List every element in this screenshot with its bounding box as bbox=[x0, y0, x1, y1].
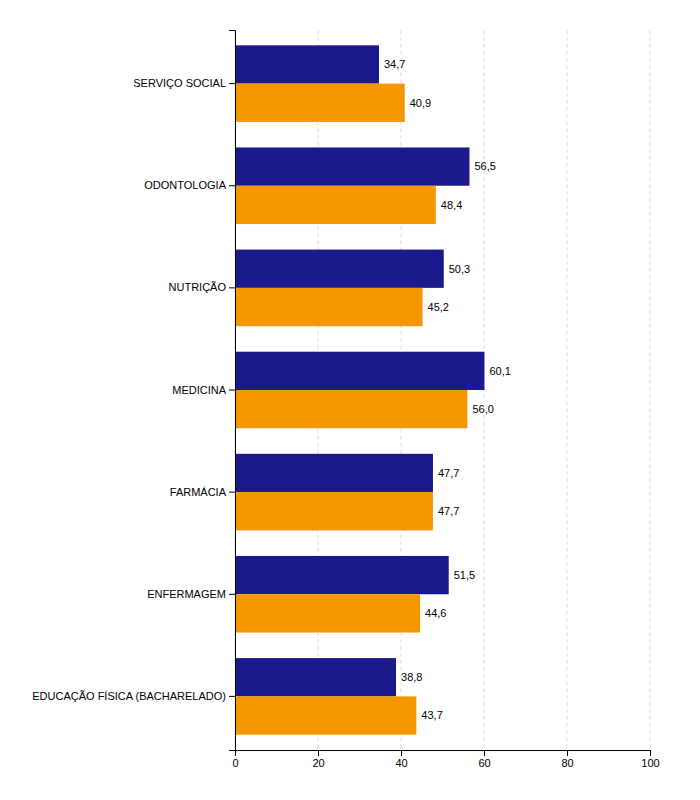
grid-line bbox=[567, 30, 568, 750]
y-tick-label: EDUCAÇÃO FÍSICA (BACHARELADO) bbox=[32, 690, 226, 702]
y-tick: ODONTOLOGIA bbox=[144, 179, 235, 191]
data-label: 47,7 bbox=[438, 505, 459, 517]
x-tick-label: 40 bbox=[395, 757, 407, 769]
bar bbox=[235, 352, 484, 390]
bar bbox=[235, 492, 433, 530]
x-tick-mark bbox=[567, 750, 568, 756]
y-tick-mark bbox=[229, 185, 235, 186]
y-tick-label: ODONTOLOGIA bbox=[144, 179, 226, 191]
y-tick: NUTRIÇÃO bbox=[169, 281, 235, 293]
x-tick-mark bbox=[401, 750, 402, 756]
bar bbox=[235, 594, 420, 632]
plot: 38,8 51,5 47,7 60,1 50,3 56,5 34,7 43,7 44,6 47,7… bbox=[32, 30, 659, 769]
bar bbox=[235, 696, 416, 734]
bar-series bbox=[235, 45, 484, 696]
grid-line bbox=[650, 30, 651, 750]
y-tick-mark bbox=[229, 492, 235, 493]
y-axis-line bbox=[229, 31, 236, 751]
y-tick: SERVIÇO SOCIAL bbox=[133, 77, 235, 89]
bar-series bbox=[235, 84, 467, 735]
x-tick: 0 bbox=[232, 750, 238, 769]
y-tick-label: NUTRIÇÃO bbox=[169, 281, 227, 293]
y-tick-mark bbox=[229, 390, 235, 391]
x-tick-label: 80 bbox=[561, 757, 573, 769]
bars bbox=[235, 45, 484, 734]
y-tick-mark bbox=[229, 696, 235, 697]
data-label: 60,1 bbox=[489, 365, 510, 377]
data-labels: 38,8 51,5 47,7 60,1 50,3 56,5 34,7 43,7 44,6 47,7… bbox=[384, 58, 511, 721]
data-label: 56,0 bbox=[472, 403, 493, 415]
x-tick-mark bbox=[650, 750, 651, 756]
bar bbox=[235, 250, 444, 288]
data-label: 45,2 bbox=[428, 301, 449, 313]
x-tick-label: 100 bbox=[641, 757, 659, 769]
y-tick: FARMÁCIA bbox=[170, 486, 235, 498]
y-axis: EDUCAÇÃO FÍSICA (BACHARELADO) ENFERMAGEM F… bbox=[32, 31, 235, 751]
x-tick-mark bbox=[318, 750, 319, 756]
y-tick-label: SERVIÇO SOCIAL bbox=[133, 77, 226, 89]
bar bbox=[235, 147, 469, 185]
bar bbox=[235, 658, 396, 696]
data-label: 50,3 bbox=[449, 263, 470, 275]
y-tick: ENFERMAGEM bbox=[147, 588, 235, 600]
x-tick-mark bbox=[484, 750, 485, 756]
bar bbox=[235, 288, 423, 326]
x-tick: 20 bbox=[312, 750, 324, 769]
y-tick-mark bbox=[229, 83, 235, 84]
y-tick: MEDICINA bbox=[172, 384, 235, 396]
x-tick: 80 bbox=[561, 750, 573, 769]
x-tick: 100 bbox=[641, 750, 659, 769]
y-tick-label: MEDICINA bbox=[172, 384, 226, 396]
bar bbox=[235, 454, 433, 492]
y-tick-mark bbox=[229, 594, 235, 595]
data-label: 44,6 bbox=[425, 607, 446, 619]
x-tick: 60 bbox=[478, 750, 490, 769]
x-tick-label: 20 bbox=[312, 757, 324, 769]
data-label: 43,7 bbox=[421, 709, 442, 721]
y-tick-label: ENFERMAGEM bbox=[147, 588, 226, 600]
y-tick-label: FARMÁCIA bbox=[170, 486, 227, 498]
y-tick-mark bbox=[229, 287, 235, 288]
bar bbox=[235, 84, 405, 122]
bar bbox=[235, 186, 436, 224]
x-tick-label: 60 bbox=[478, 757, 490, 769]
data-label: 38,8 bbox=[401, 671, 422, 683]
bar bbox=[235, 45, 379, 83]
x-tick-label: 0 bbox=[232, 757, 238, 769]
data-label: 56,5 bbox=[474, 160, 495, 172]
x-axis-line bbox=[236, 751, 651, 757]
bar bbox=[235, 390, 467, 428]
data-label: 47,7 bbox=[438, 467, 459, 479]
data-label: 40,9 bbox=[410, 97, 431, 109]
data-label: 48,4 bbox=[441, 199, 462, 211]
grid bbox=[235, 30, 650, 750]
chart: 38,8 51,5 47,7 60,1 50,3 56,5 34,7 43,7 44,6 47,7… bbox=[0, 0, 700, 800]
x-axis: 0 20 40 60 80 100 bbox=[232, 750, 659, 769]
data-label: 34,7 bbox=[384, 58, 405, 70]
bar bbox=[235, 556, 449, 594]
x-tick: 40 bbox=[395, 750, 407, 769]
data-label: 51,5 bbox=[454, 569, 475, 581]
y-tick: EDUCAÇÃO FÍSICA (BACHARELADO) bbox=[32, 690, 235, 702]
